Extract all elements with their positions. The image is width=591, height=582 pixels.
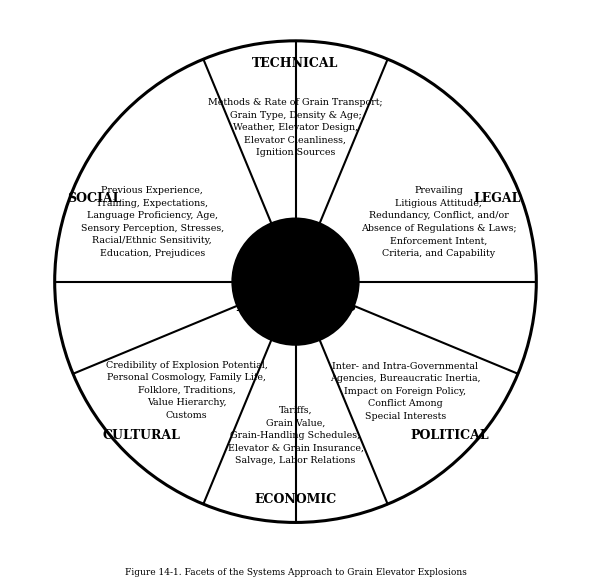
Text: Credibility of Explosion Potential,
Personal Cosmology, Family Life,
Folklore, T: Credibility of Explosion Potential, Pers…: [106, 361, 268, 420]
Text: Previous Experience,
Training, Expectations,
Language Proficiency, Age,
Sensory : Previous Experience, Training, Expectati…: [80, 186, 224, 258]
Text: POLITICAL: POLITICAL: [410, 430, 489, 442]
Text: Methods & Rate of Grain Transport;
Grain Type, Density & Age;
Weather, Elevator : Methods & Rate of Grain Transport; Grain…: [208, 98, 383, 157]
Text: GRAIN
DUST
EXPLOSIONS: GRAIN DUST EXPLOSIONS: [235, 249, 356, 315]
Text: SOCIAL: SOCIAL: [67, 191, 121, 205]
Text: TECHNICAL: TECHNICAL: [252, 57, 339, 70]
Text: Inter- and Intra-Governmental
Agencies, Bureaucratic Inertia,
Impact on Foreign : Inter- and Intra-Governmental Agencies, …: [330, 362, 480, 421]
Text: Tariffs,
Grain Value,
Grain-Handling Schedules,
Elevator & Grain Insurance,
Salv: Tariffs, Grain Value, Grain-Handling Sch…: [228, 406, 363, 465]
Text: Prevailing
Litigious Attitude,
Redundancy, Conflict, and/or
Absence of Regulatio: Prevailing Litigious Attitude, Redundanc…: [361, 186, 517, 258]
Text: CULTURAL: CULTURAL: [102, 430, 180, 442]
Circle shape: [233, 219, 358, 345]
Text: ECONOMIC: ECONOMIC: [254, 493, 337, 506]
Text: LEGAL: LEGAL: [473, 191, 521, 205]
Text: Figure 14-1. Facets of the Systems Approach to Grain Elevator Explosions: Figure 14-1. Facets of the Systems Appro…: [125, 568, 466, 577]
